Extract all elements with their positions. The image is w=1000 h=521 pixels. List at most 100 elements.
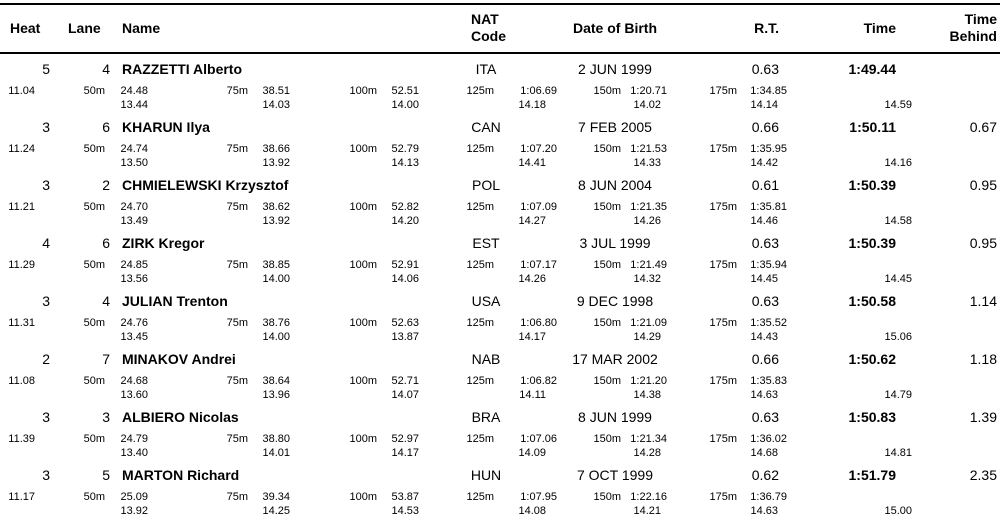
- split-time-125m: 1:06.80: [520, 317, 557, 329]
- date-of-birth-cell: 3 JUL 1999: [579, 235, 651, 251]
- split-time-175m: 1:36.02: [750, 433, 787, 445]
- split-time-100m: 52.71: [391, 375, 419, 387]
- lap-diff-75m: 14.00: [262, 331, 290, 343]
- split-time-50m: 24.76: [120, 317, 148, 329]
- lane-cell: 4: [102, 61, 110, 77]
- lap-diff-50m: 13.92: [120, 505, 148, 517]
- split-distance-label-100m: 100m: [349, 259, 377, 271]
- split-time-125m: 1:07.95: [520, 491, 557, 503]
- lap-diff-175m: 14.63: [750, 505, 778, 517]
- split-time-150m: 1:21.34: [630, 433, 667, 445]
- athlete-name: ZIRK Kregor: [122, 235, 205, 251]
- lap-diff-125m: 14.17: [518, 331, 546, 343]
- header-lane: Lane: [68, 20, 101, 36]
- lap-diff-125m: 14.08: [518, 505, 546, 517]
- heat-cell: 3: [42, 177, 50, 193]
- reaction-time-cell: 0.66: [751, 351, 779, 367]
- result-row: 4 6 ZIRK Kregor EST 3 JUL 1999 0.63 1:50…: [0, 231, 1000, 289]
- lap-diff-125m: 14.09: [518, 447, 546, 459]
- lap-diff-50m: 13.44: [120, 99, 148, 111]
- split-time-175m: 1:36.79: [750, 491, 787, 503]
- date-of-birth-cell: 7 FEB 2005: [578, 119, 652, 135]
- date-of-birth-cell: 9 DEC 1998: [576, 293, 654, 309]
- split-time-150m: 1:21.20: [630, 375, 667, 387]
- lane-cell: 6: [102, 235, 110, 251]
- final-time-cell: 1:50.62: [848, 351, 896, 367]
- split-distance-label-50m: 50m: [83, 491, 105, 503]
- start-reaction-value: 11.08: [8, 375, 35, 387]
- final-time-cell: 1:50.39: [848, 235, 896, 251]
- lap-diff-75m: 13.92: [262, 215, 290, 227]
- split-distance-label-150m: 150m: [593, 143, 621, 155]
- lap-diff-125m: 14.18: [518, 99, 546, 111]
- reaction-time-cell: 0.66: [751, 119, 779, 135]
- result-row: 3 5 MARTON Richard HUN 7 OCT 1999 0.62 1…: [0, 463, 1000, 521]
- split-time-75m: 38.85: [262, 259, 290, 271]
- lap-diff-100m: 13.87: [391, 331, 419, 343]
- lap-diff-125m: 14.41: [518, 157, 546, 169]
- split-time-175m: 1:35.52: [750, 317, 787, 329]
- split-distance-label-125m: 125m: [466, 259, 494, 271]
- start-reaction-value: 11.17: [8, 491, 35, 503]
- split-time-75m: 38.80: [262, 433, 290, 445]
- split-distance-label-100m: 100m: [349, 375, 377, 387]
- lap-diff-200m: 14.81: [884, 447, 912, 459]
- split-time-100m: 52.79: [391, 143, 419, 155]
- reaction-time-cell: 0.63: [751, 293, 779, 309]
- split-distance-label-50m: 50m: [83, 317, 105, 329]
- split-time-125m: 1:06.82: [520, 375, 557, 387]
- split-time-75m: 38.66: [262, 143, 290, 155]
- result-row: 3 2 CHMIELEWSKI Krzysztof POL 8 JUN 2004…: [0, 173, 1000, 231]
- result-row: 2 7 MINAKOV Andrei NAB 17 MAR 2002 0.66 …: [0, 347, 1000, 405]
- lap-diff-50m: 13.49: [120, 215, 148, 227]
- split-time-50m: 24.79: [120, 433, 148, 445]
- split-distance-label-150m: 150m: [593, 433, 621, 445]
- split-time-125m: 1:06.69: [520, 85, 557, 97]
- lap-diff-100m: 14.00: [391, 99, 419, 111]
- split-distance-label-100m: 100m: [349, 143, 377, 155]
- lap-diff-150m: 14.28: [633, 447, 661, 459]
- split-time-75m: 38.64: [262, 375, 290, 387]
- lap-diff-200m: 14.16: [884, 157, 912, 169]
- lap-diff-100m: 14.20: [391, 215, 419, 227]
- split-distance-label-125m: 125m: [466, 375, 494, 387]
- split-time-150m: 1:21.49: [630, 259, 667, 271]
- start-reaction-value: 11.21: [8, 201, 35, 213]
- result-row: 3 4 JULIAN Trenton USA 9 DEC 1998 0.63 1…: [0, 289, 1000, 347]
- split-distance-label-50m: 50m: [83, 259, 105, 271]
- split-time-125m: 1:07.20: [520, 143, 557, 155]
- split-time-50m: 24.74: [120, 143, 148, 155]
- reaction-time-cell: 0.63: [751, 61, 779, 77]
- split-time-50m: 24.70: [120, 201, 148, 213]
- split-distance-label-100m: 100m: [349, 85, 377, 97]
- split-time-125m: 1:07.17: [520, 259, 557, 271]
- header-date-of-birth: Date of Birth: [573, 20, 657, 36]
- lap-diff-50m: 13.50: [120, 157, 148, 169]
- final-time-cell: 1:50.11: [849, 119, 896, 135]
- nat-code-cell: EST: [472, 235, 500, 251]
- split-distance-label-150m: 150m: [593, 375, 621, 387]
- split-distance-label-75m: 75m: [226, 259, 248, 271]
- split-time-175m: 1:35.95: [750, 143, 787, 155]
- split-distance-label-175m: 175m: [709, 317, 737, 329]
- lap-diff-150m: 14.26: [633, 215, 661, 227]
- reaction-time-cell: 0.63: [751, 409, 779, 425]
- split-time-100m: 52.91: [391, 259, 419, 271]
- result-row: 3 6 KHARUN Ilya CAN 7 FEB 2005 0.66 1:50…: [0, 115, 1000, 173]
- lap-diff-125m: 14.27: [518, 215, 546, 227]
- date-of-birth-cell: 17 MAR 2002: [572, 351, 658, 367]
- nat-code-cell: POL: [471, 177, 500, 193]
- athlete-name: RAZZETTI Alberto: [122, 61, 243, 77]
- lap-diff-75m: 14.03: [262, 99, 290, 111]
- reaction-time-cell: 0.61: [751, 177, 779, 193]
- split-distance-label-100m: 100m: [349, 201, 377, 213]
- final-time-cell: 1:50.83: [848, 409, 896, 425]
- start-reaction-value: 11.29: [8, 259, 35, 271]
- split-distance-label-75m: 75m: [226, 491, 248, 503]
- lap-diff-75m: 14.00: [262, 273, 290, 285]
- date-of-birth-cell: 2 JUN 1999: [578, 61, 652, 77]
- header-time-behind-line1: Time: [964, 11, 997, 27]
- split-time-125m: 1:07.06: [520, 433, 557, 445]
- date-of-birth-cell: 8 JUN 2004: [578, 177, 652, 193]
- split-distance-label-175m: 175m: [709, 201, 737, 213]
